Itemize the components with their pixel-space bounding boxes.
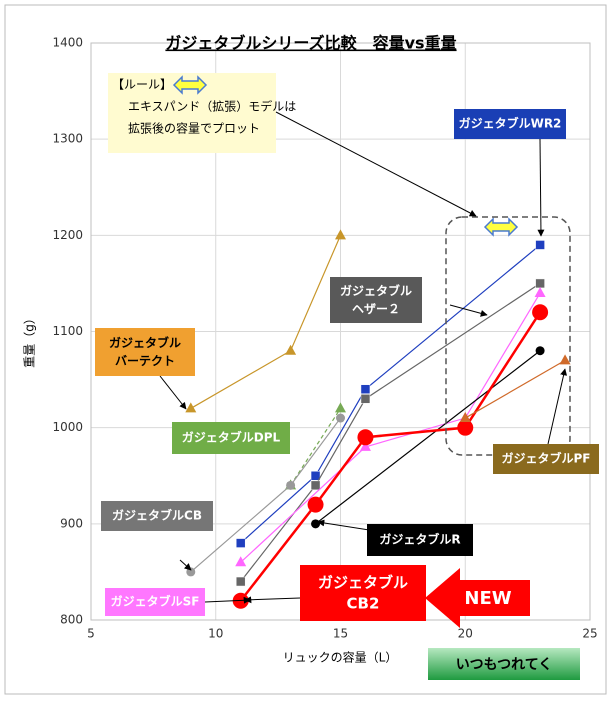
marker bbox=[235, 538, 246, 548]
marker bbox=[559, 354, 571, 365]
leader bbox=[537, 138, 545, 237]
marker bbox=[534, 287, 546, 298]
series-label: ガジェタブルDPL bbox=[182, 430, 281, 445]
leader bbox=[204, 596, 251, 604]
series-label-box bbox=[101, 501, 213, 531]
series-label: ガジェタブルバーテクト bbox=[109, 335, 181, 368]
new-badge: NEW bbox=[464, 588, 511, 609]
marker bbox=[311, 519, 321, 529]
marker bbox=[457, 419, 474, 436]
series-label-box bbox=[105, 588, 205, 616]
x-tick-label: 20 bbox=[458, 627, 473, 641]
pointer bbox=[275, 111, 477, 217]
note-text: 拡張後の容量でプロット bbox=[128, 121, 260, 136]
y-tick-label: 900 bbox=[60, 516, 83, 530]
marker bbox=[336, 413, 345, 423]
series-line bbox=[240, 244, 541, 544]
marker bbox=[459, 412, 471, 423]
marker bbox=[535, 240, 545, 250]
series-label-box bbox=[172, 422, 290, 454]
series-label-box bbox=[493, 444, 599, 474]
leader bbox=[179, 559, 192, 571]
leader bbox=[449, 304, 488, 317]
marker bbox=[310, 480, 321, 491]
series-label-box bbox=[454, 109, 566, 139]
leader bbox=[244, 596, 301, 604]
marker bbox=[286, 480, 296, 490]
series-label: ガジェタブルSF bbox=[111, 594, 200, 609]
series-label-box bbox=[95, 328, 195, 376]
marker bbox=[235, 576, 246, 587]
y-tick-label: 1400 bbox=[52, 36, 83, 50]
plot bbox=[185, 229, 571, 609]
marker bbox=[285, 344, 297, 355]
marker bbox=[360, 384, 371, 394]
marker bbox=[335, 229, 346, 240]
x-tick-label: 25 bbox=[582, 627, 597, 641]
marker bbox=[357, 429, 374, 446]
series-label-box bbox=[367, 524, 473, 556]
tag-text: いつもつれてく bbox=[456, 657, 553, 673]
y-tick-label: 1000 bbox=[52, 420, 83, 434]
marker bbox=[535, 278, 545, 289]
series-label-box bbox=[300, 565, 426, 621]
series-line bbox=[290, 408, 342, 486]
leader bbox=[159, 375, 187, 410]
series-label: ガジェタブルWR2 bbox=[459, 116, 562, 131]
series-label: ガジェタブルPF bbox=[502, 451, 591, 466]
marker bbox=[532, 304, 549, 321]
marker bbox=[360, 394, 371, 404]
marker bbox=[310, 471, 321, 481]
x-tick-label: 10 bbox=[208, 627, 223, 641]
note-text: エキスパンド（拡張）モデルは bbox=[128, 99, 296, 114]
note-text: 【ルール】 bbox=[112, 78, 172, 92]
series-label: ガジェタブル CB2 bbox=[318, 573, 408, 612]
x-axis-label: リュックの容量（L） bbox=[283, 650, 398, 665]
marker bbox=[335, 402, 346, 413]
series-line bbox=[315, 350, 541, 525]
double-arrow-icon bbox=[483, 217, 519, 237]
series-label-box bbox=[330, 277, 422, 323]
new-arrow bbox=[425, 568, 530, 628]
marker bbox=[307, 496, 324, 513]
marker bbox=[235, 556, 247, 567]
series-line bbox=[240, 282, 541, 582]
series-label: ガジェタブルR bbox=[379, 532, 460, 547]
marker bbox=[186, 567, 196, 577]
y-tick-label: 800 bbox=[60, 613, 83, 627]
y-tick-label: 1300 bbox=[52, 132, 83, 146]
double-arrow-icon bbox=[172, 75, 208, 95]
chart-title: ガジェタブルシリーズ比較 容量vs重量 bbox=[165, 34, 456, 53]
marker bbox=[359, 440, 371, 451]
series-label: ガジェタブルCB bbox=[112, 508, 202, 523]
y-tick-label: 1200 bbox=[52, 228, 83, 242]
series-label: ガジェタブルヘザー２ bbox=[340, 283, 412, 316]
y-axis-label: 重量（g） bbox=[23, 312, 37, 368]
marker bbox=[185, 402, 197, 413]
tag-box bbox=[428, 648, 580, 680]
x-tick-label: 5 bbox=[87, 627, 95, 641]
leader bbox=[547, 368, 568, 445]
y-tick-label: 1100 bbox=[52, 324, 83, 338]
series-line bbox=[464, 359, 566, 419]
marker bbox=[535, 346, 545, 356]
x-tick-label: 15 bbox=[333, 627, 348, 641]
